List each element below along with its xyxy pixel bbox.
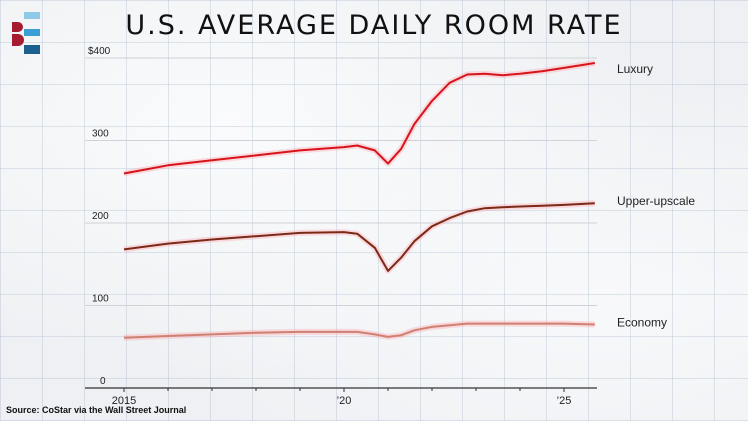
logo-b-shape xyxy=(12,22,24,46)
logo xyxy=(12,12,40,54)
y-tick-label: $400 xyxy=(88,46,111,57)
x-tick-label: ’25 xyxy=(557,395,572,407)
series-glow xyxy=(123,60,596,177)
x-tick-label: 2015 xyxy=(112,395,136,407)
y-tick-label: 300 xyxy=(92,129,109,140)
chart-title: U.S. AVERAGE DAILY ROOM RATE xyxy=(125,10,623,41)
series-label: Luxury xyxy=(617,62,653,76)
series-line-upper-upscale xyxy=(123,202,595,272)
logo-bar-dark xyxy=(24,45,40,54)
series-glow xyxy=(123,200,595,274)
logo-bar-mid xyxy=(24,29,40,36)
series-label: Upper-upscale xyxy=(617,194,695,208)
x-tick-label: ’20 xyxy=(337,395,352,407)
y-tick-label: 200 xyxy=(92,211,109,222)
y-tick-label: 0 xyxy=(100,376,106,387)
series-line-economy xyxy=(123,322,595,339)
series-label: Economy xyxy=(617,315,667,329)
logo-bar-light xyxy=(24,12,40,19)
source-note: Source: CoStar via the Wall Street Journ… xyxy=(6,405,187,415)
y-tick-label: 100 xyxy=(92,294,109,305)
series-line-luxury xyxy=(123,62,595,175)
